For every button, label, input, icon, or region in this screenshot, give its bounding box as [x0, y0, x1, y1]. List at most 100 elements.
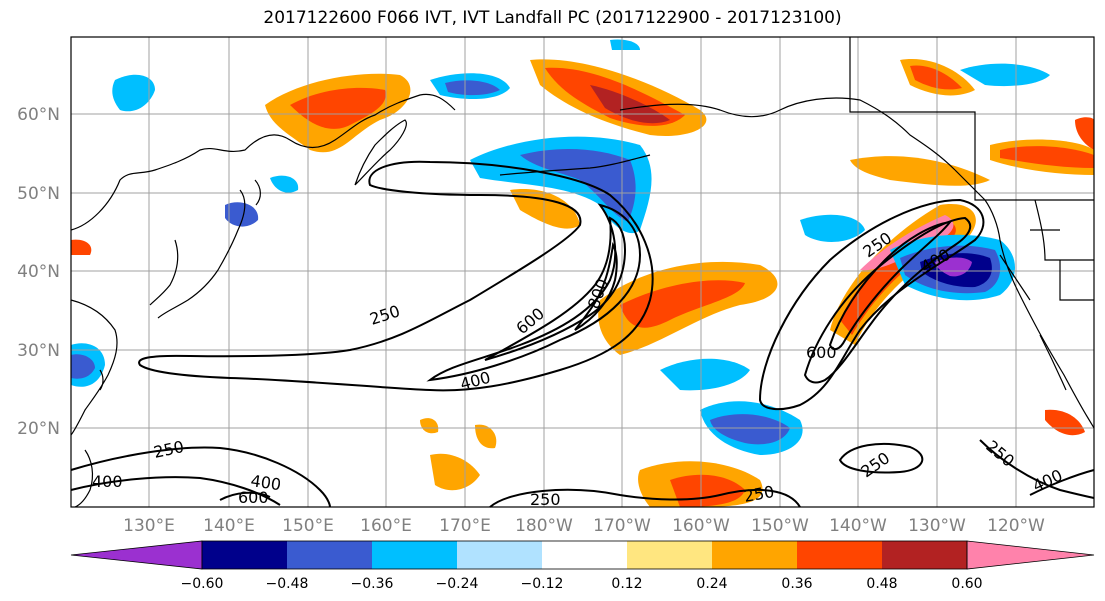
contour-250-west — [138, 160, 654, 392]
positive-anomaly-patch — [1045, 409, 1085, 436]
contour-250-far-east — [979, 439, 1095, 499]
contour-400-far-east — [1029, 469, 1095, 496]
philippines-coastline — [74, 449, 94, 508]
colorbar-tick-label: −0.48 — [266, 576, 309, 592]
latitude-labels: 60°N 50°N 40°N 30°N 20°N — [17, 105, 60, 439]
coastlines — [70, 37, 1095, 508]
colorbar-tick-label: −0.12 — [521, 576, 564, 592]
lon-label: 150°E — [282, 516, 334, 536]
japan-coastline — [254, 179, 261, 206]
contour-400-west — [426, 203, 642, 382]
aleutian-chain — [499, 154, 651, 176]
longitude-labels: 130°E 140°E 150°E 160°E 170°E 180°W 170°… — [123, 516, 1045, 536]
us-state-border — [999, 254, 1031, 301]
contour-600-east — [828, 220, 953, 351]
graticule — [71, 37, 1094, 507]
colorbar-tick-label: −0.24 — [436, 576, 479, 592]
colorbar-segment — [797, 541, 882, 569]
colorbar-frame — [201, 540, 968, 570]
map-title: 2017122600 F066 IVT, IVT Landfall PC (20… — [263, 8, 842, 28]
colorbar-segment — [882, 541, 967, 569]
contour-250-south — [70, 446, 331, 508]
positive-anomaly-patch — [910, 65, 962, 90]
colorbar-segment — [966, 540, 1095, 570]
colorbar-tick-label: −0.60 — [181, 576, 224, 592]
canada-border — [849, 37, 1094, 201]
contour-label: 400 — [249, 471, 282, 494]
negative-anomaly-patch — [660, 358, 750, 391]
colorbar: −0.60 −0.48 −0.36 −0.24 −0.12 0.12 0.24 … — [70, 540, 1095, 592]
ivt-contours — [70, 160, 1095, 508]
contour-250-southeast — [838, 442, 924, 474]
lat-label: 30°N — [17, 341, 60, 361]
contour-400-east — [803, 216, 972, 384]
positive-anomaly-patch — [475, 424, 497, 449]
lon-label: 150°W — [751, 516, 809, 536]
alaska-coastline — [619, 97, 956, 171]
lon-label: 140°W — [829, 516, 887, 536]
negative-anomaly-patch — [520, 148, 636, 222]
positive-anomaly-patch — [1075, 117, 1094, 150]
contour-label: 600 — [806, 343, 837, 362]
contour-label: 400 — [92, 472, 123, 491]
positive-anomaly-patch — [430, 453, 480, 491]
negative-anomaly-patch — [270, 175, 299, 193]
contour-600-west — [484, 216, 627, 361]
colorbar-tick-label: −0.36 — [351, 576, 394, 592]
colorbar-segment — [457, 541, 542, 569]
lat-label: 20°N — [17, 419, 60, 439]
taiwan-coastline — [99, 369, 104, 391]
lon-label: 130°W — [908, 516, 966, 536]
colorbar-ticks: −0.60 −0.48 −0.36 −0.24 −0.12 0.12 0.24 … — [181, 576, 983, 592]
us-state-border — [1034, 199, 1094, 261]
positive-anomaly-patch — [420, 418, 439, 434]
lon-label: 170°E — [439, 516, 491, 536]
map-frame — [70, 36, 1095, 508]
colorbar-segment — [70, 540, 203, 570]
negative-anomaly-patch — [610, 39, 640, 50]
colorbar-tick-label: 0.12 — [611, 576, 642, 592]
colorbar-segment — [712, 541, 797, 569]
negative-anomaly-patch — [71, 354, 95, 379]
colorbar-tick-label: 0.48 — [866, 576, 897, 592]
contour-250-south-center — [489, 488, 801, 508]
negative-anomaly-patch — [935, 257, 972, 277]
lon-label: 160°W — [672, 516, 730, 536]
positive-anomaly-patch — [1000, 146, 1094, 168]
lon-label: 160°E — [360, 516, 412, 536]
contour-250-east — [758, 198, 985, 411]
positive-anomaly-patch — [71, 239, 92, 255]
colorbar-tick-label: 0.24 — [696, 576, 727, 592]
lon-label: 130°E — [123, 516, 175, 536]
colorbar-tick-label: 0.60 — [951, 576, 982, 592]
positive-anomaly-patch — [290, 87, 386, 129]
colorbar-segment — [287, 541, 372, 569]
lon-label: 120°W — [987, 516, 1045, 536]
negative-anomaly-patch — [112, 74, 155, 112]
kamchatka-coastline — [354, 119, 407, 186]
lat-label: 50°N — [17, 184, 60, 204]
colorbar-tick-label: 0.36 — [781, 576, 812, 592]
china-coastline — [70, 299, 118, 436]
lon-label: 170°W — [593, 516, 651, 536]
contour-600-south — [219, 491, 271, 501]
contour-label: 600 — [238, 488, 269, 507]
korea-coastline — [149, 239, 179, 306]
positive-anomaly-patch — [510, 189, 580, 229]
colorbar-segment — [627, 541, 712, 569]
asia-coastline — [70, 93, 456, 231]
japan-coastline — [157, 189, 246, 319]
colorbar-segment — [372, 541, 457, 569]
lon-label: 180°W — [515, 516, 573, 536]
negative-anomaly-patch — [800, 214, 865, 242]
colorbar-segment — [542, 541, 627, 569]
contour-800-west — [574, 241, 618, 331]
negative-anomaly-patch — [445, 80, 500, 96]
lat-label: 40°N — [17, 262, 60, 282]
lon-label: 140°E — [203, 516, 255, 536]
baja-coastline — [1039, 334, 1067, 391]
colorbar-segment — [202, 541, 287, 569]
us-state-border — [1059, 260, 1094, 301]
negative-anomaly-patch — [960, 63, 1050, 87]
